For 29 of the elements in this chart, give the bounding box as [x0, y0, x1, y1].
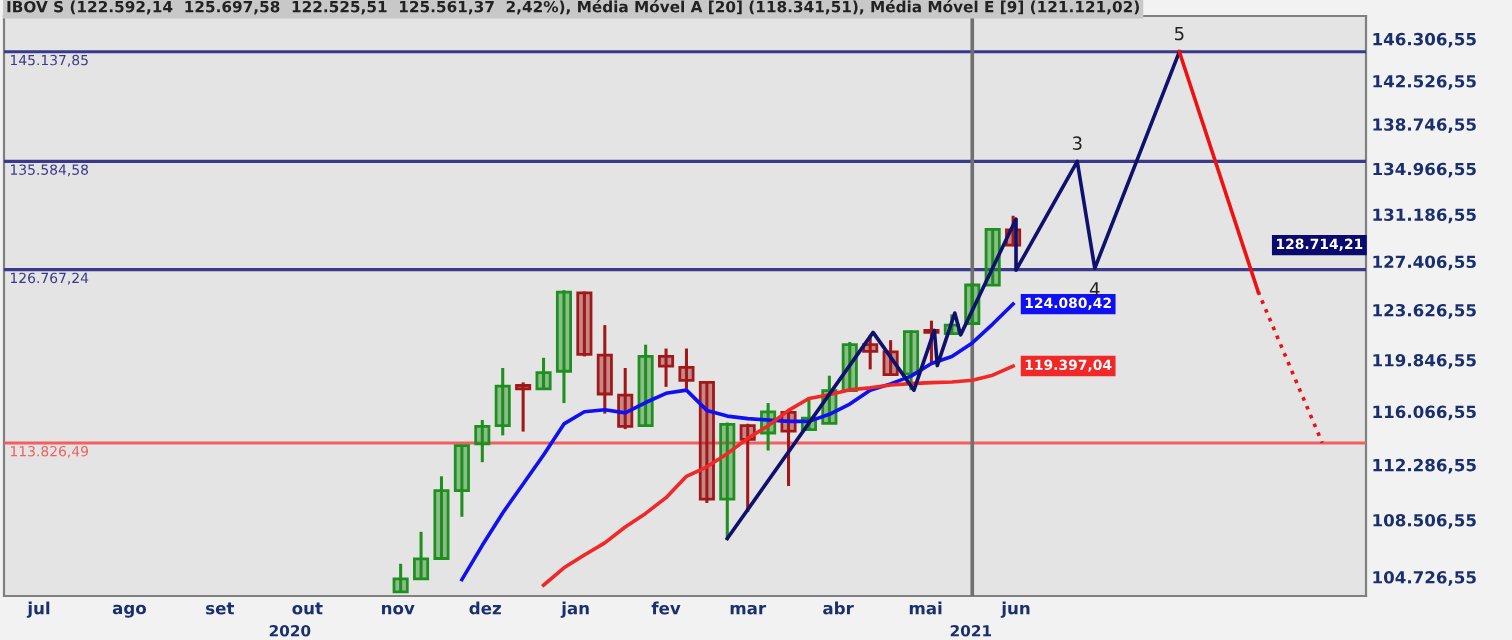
x-tick-label: nov: [382, 604, 415, 615]
x-tick-label: out: [292, 602, 323, 615]
annotation: 5: [1174, 26, 1184, 41]
x-tick-label: jul: [26, 601, 50, 618]
y-tick-label: 146.306,55: [1373, 32, 1476, 48]
y-tick-label: 127.406,55: [1373, 255, 1476, 271]
x-tick-label: mar: [730, 604, 767, 615]
line-series: [725, 49, 1182, 541]
x-tick-label: ago: [112, 604, 147, 618]
y-tick-label: 112.286,55: [1373, 458, 1476, 474]
x-tick-label: abr: [823, 601, 854, 615]
y-tick-label: 138.746,55: [1373, 118, 1476, 133]
line-series: [460, 302, 1015, 582]
x-tick-label: fev: [651, 601, 681, 615]
x-tick-label: dez: [469, 601, 501, 615]
annotation: 3: [1072, 136, 1082, 150]
y-tick-label: 123.626,55: [1373, 303, 1476, 319]
y-tick-label: 131.186,55: [1373, 208, 1476, 224]
x-tick-label: jan: [560, 601, 589, 618]
y-tick-label: 134.966,55: [1373, 162, 1476, 178]
y-tick-label: 142.526,55: [1373, 74, 1476, 90]
x-tick-label: set: [206, 602, 235, 615]
y-tick-label: 108.506,55: [1373, 513, 1476, 529]
x-tick-label: jun: [1000, 601, 1030, 618]
annotation: 4: [1089, 282, 1100, 296]
y-tick-label: 104.726,55: [1373, 571, 1476, 586]
x-tick-label: mai: [909, 601, 942, 615]
y-tick-label: 116.066,55: [1373, 405, 1476, 421]
y-tick-label: 119.846,55: [1373, 353, 1476, 369]
